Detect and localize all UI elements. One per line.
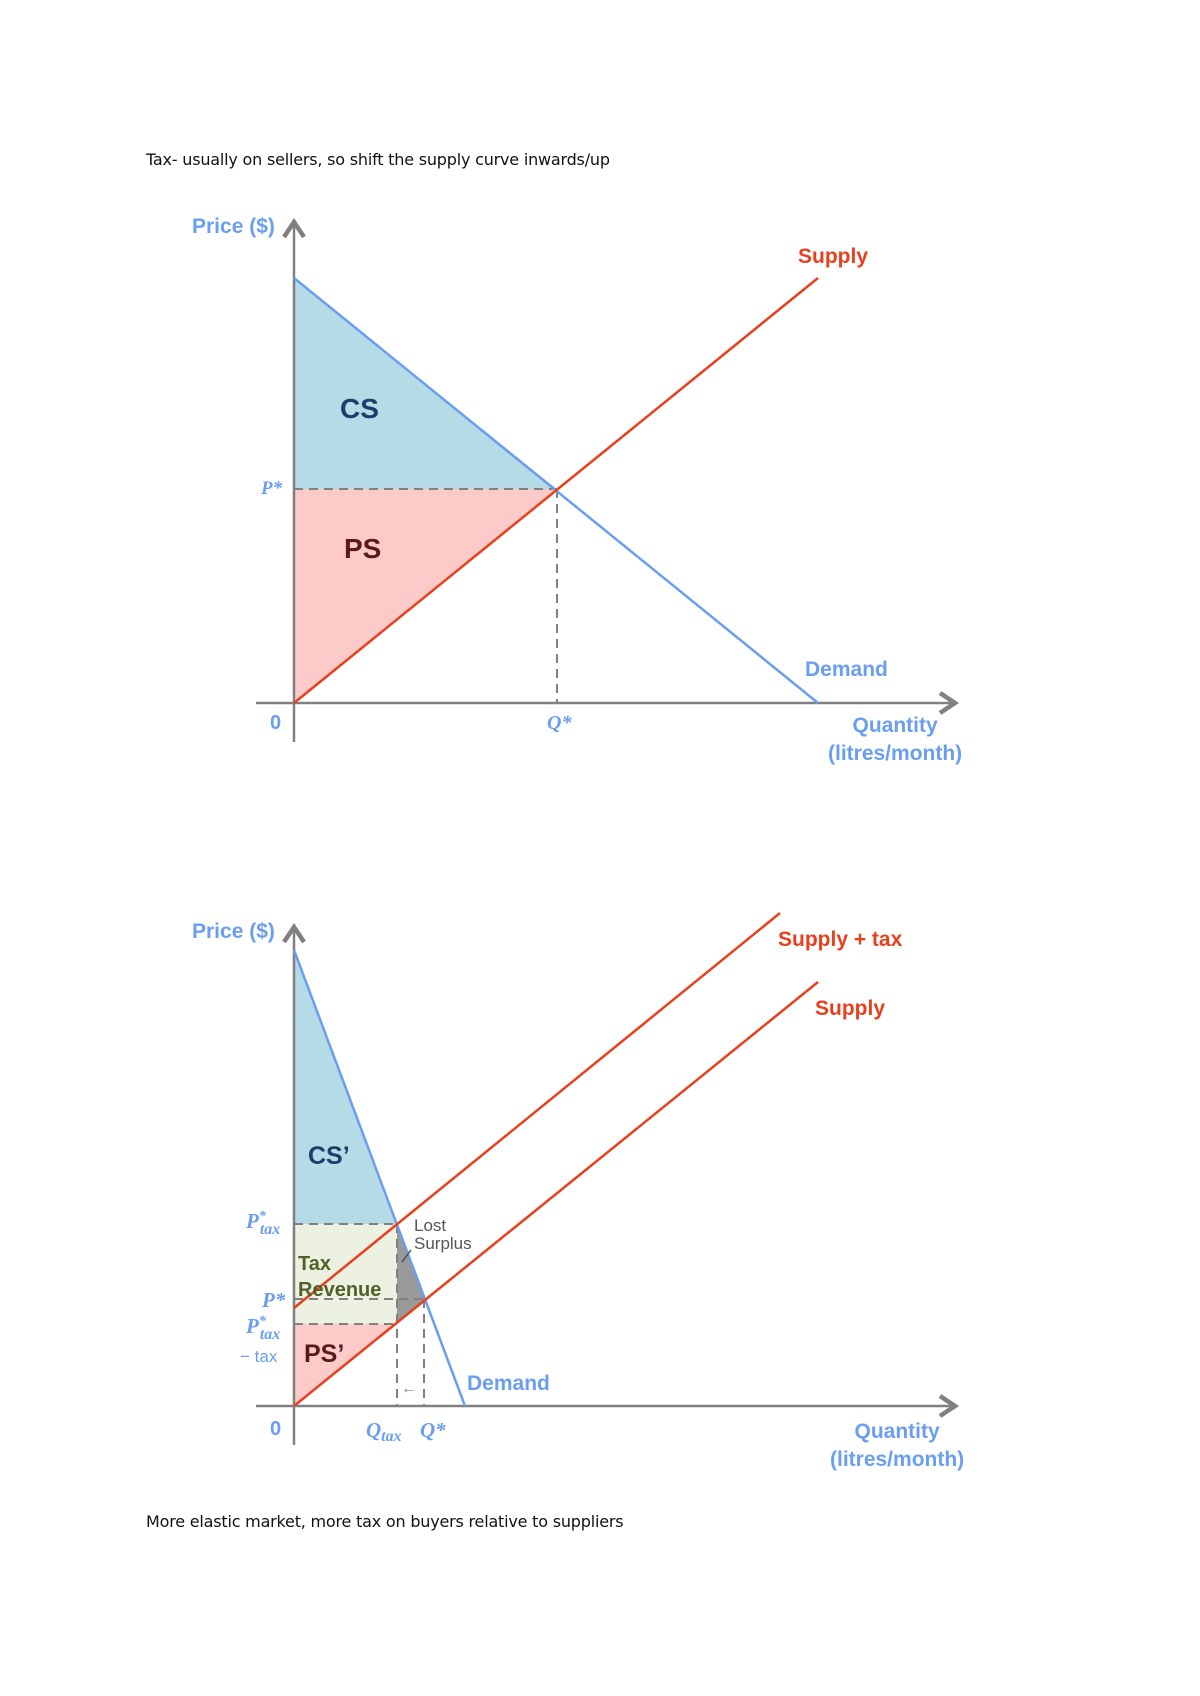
- chart1-x-axis-label: Quantity (litres/month): [828, 712, 962, 768]
- chart2-minus-tax-label: − tax: [240, 1347, 278, 1366]
- q-tax-subscript: tax: [381, 1428, 402, 1445]
- chart2-x-axis-label-line2: (litres/month): [830, 1448, 965, 1471]
- chart2-x-axis-label-line1: Quantity: [854, 1420, 940, 1443]
- chart2-p-star-label: P*: [262, 1288, 286, 1312]
- chart2-demand-label: Demand: [467, 1372, 550, 1395]
- chart2-shift-arrow: ←: [401, 1380, 417, 1397]
- supply-curve: [293, 277, 819, 704]
- chart2-supply-label: Supply: [815, 997, 886, 1020]
- chart2-lost-surplus-label: Lost Surplus: [414, 1217, 472, 1253]
- demand-curve: [292, 949, 467, 1407]
- p-tax2-superscript: *: [258, 1314, 266, 1329]
- p-tax-superscript: *: [258, 1209, 266, 1224]
- chart2-p-tax-minus-tax-label: P*tax: [246, 1312, 286, 1343]
- chart2-q-star-label: Q*: [420, 1418, 446, 1442]
- tax-revenue-area: [294, 1224, 397, 1324]
- chart2-ps-label: PS’: [304, 1340, 345, 1368]
- chart1-supply-label: Supply: [798, 245, 869, 268]
- p-tax2-subscript: tax: [259, 1326, 281, 1343]
- chart1-x-axis-label-line1: Quantity: [852, 714, 938, 737]
- chart1-demand-label: Demand: [805, 658, 888, 681]
- chart1-q-star-label: Q*: [547, 712, 572, 734]
- supply-plus-tax-curve: [293, 912, 781, 1309]
- tax-revenue-line2: Revenue: [298, 1279, 382, 1301]
- chart1-x-axis-label-line2: (litres/month): [828, 742, 963, 765]
- chart1-p-star-label: P*: [261, 478, 283, 499]
- chart1-y-axis-label: Price ($): [192, 215, 275, 238]
- chart2-p-tax-label: P*tax: [246, 1207, 286, 1238]
- chart1-cs-label: CS: [340, 393, 379, 424]
- chart-surplus-equilibrium: [256, 217, 960, 742]
- chart2-y-axis-label: Price ($): [192, 920, 275, 943]
- chart2-origin-label: 0: [270, 1418, 282, 1440]
- chart2-cs-label: CS’: [308, 1142, 350, 1170]
- chart1-ps-label: PS: [344, 533, 382, 564]
- p-tax-subscript: tax: [259, 1221, 281, 1238]
- caption-top: Tax- usually on sellers, so shift the su…: [146, 150, 610, 169]
- caption-bottom: More elastic market, more tax on buyers …: [146, 1512, 624, 1531]
- chart2-supply-tax-label: Supply + tax: [778, 928, 903, 951]
- lost-surplus-pointer: [401, 1249, 412, 1263]
- lost-surplus-line1: Lost: [414, 1216, 447, 1235]
- chart-tax-incidence: [256, 912, 960, 1445]
- supply-curve: [293, 981, 819, 1407]
- chart2-x-axis-label: Quantity (litres/month): [830, 1418, 964, 1474]
- p-tax-symbol: P: [246, 1209, 259, 1233]
- chart2-q-tax-label: Qtax: [366, 1418, 402, 1445]
- p-tax2-symbol: P: [246, 1314, 259, 1338]
- lost-surplus-line2: Surplus: [414, 1234, 472, 1253]
- chart2-tax-revenue-label: Tax Revenue: [298, 1251, 381, 1303]
- q-tax-symbol: Q: [366, 1418, 382, 1442]
- tax-revenue-line1: Tax: [298, 1253, 331, 1275]
- chart1-origin-label: 0: [270, 712, 282, 734]
